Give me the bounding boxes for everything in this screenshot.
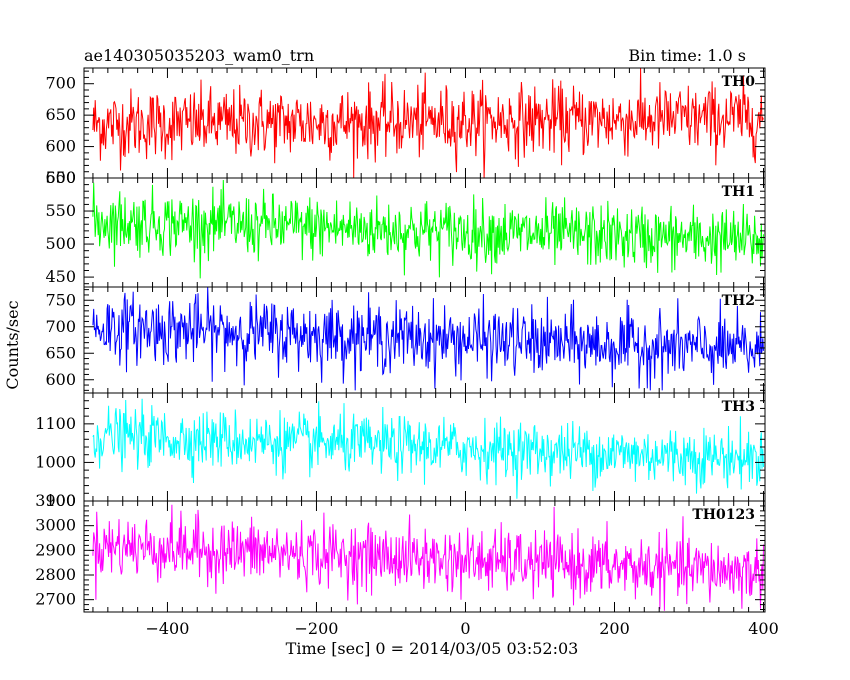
series-line-th2	[92, 287, 764, 391]
y-tick-label: 3000	[35, 516, 76, 535]
panel-label: TH0123	[692, 507, 755, 523]
y-tick-label: 550	[45, 168, 76, 187]
panel-th0123: 2700 2800 2900 3000 3100 TH0123	[35, 491, 766, 613]
x-tick-labels: −400 −200 0 200 400	[145, 619, 778, 638]
panel-th3: 900 1000 1100 TH3	[35, 392, 766, 510]
y-tick-label: 900	[45, 491, 76, 510]
series-line-th3	[92, 398, 764, 499]
panel-label: TH1	[722, 184, 755, 200]
x-tick-label: 400	[748, 619, 779, 638]
bin-time-label: Bin time: 1.0 s	[628, 46, 746, 65]
x-axis-label: Time [sec] 0 = 2014/03/05 03:52:03	[286, 639, 579, 658]
y-tick-label: 600	[45, 370, 76, 389]
y-tick-label: 650	[45, 105, 76, 124]
y-tick-label: 1000	[35, 452, 76, 471]
y-axis-label: Counts/sec	[3, 300, 22, 389]
y-tick-label: 600	[45, 137, 76, 156]
x-tick-label: 200	[599, 619, 630, 638]
series-line-th0	[92, 68, 764, 178]
y-tick-label: 2700	[35, 590, 76, 609]
y-tick-label: 700	[45, 74, 76, 93]
chart-title: ae140305035203_wam0_trn	[84, 46, 314, 65]
y-tick-label: 700	[45, 317, 76, 336]
y-tick-label: 650	[45, 343, 76, 362]
y-tick-label: 600	[45, 168, 76, 187]
x-tick-label: −200	[294, 619, 338, 638]
series-line-th0123	[92, 504, 764, 611]
series-line-th1	[92, 179, 764, 279]
y-tick-label: 3100	[35, 491, 76, 510]
y-tick-label: 2800	[35, 565, 76, 584]
y-tick-label: 1100	[35, 414, 76, 433]
panel-label: TH0	[722, 74, 756, 90]
y-tick-label: 2900	[35, 540, 76, 559]
y-tick-label: 450	[45, 267, 76, 286]
panel-label: TH3	[722, 399, 755, 415]
y-tick-label: 500	[45, 234, 76, 253]
x-tick-label: −400	[145, 619, 189, 638]
y-tick-label: 750	[45, 290, 76, 309]
x-tick-label: 0	[460, 619, 470, 638]
y-tick-label: 550	[45, 201, 76, 220]
panel-label: TH2	[722, 293, 755, 309]
panel-frame	[83, 500, 766, 613]
panel-th2: 600 650 700 750 TH2	[45, 286, 766, 394]
